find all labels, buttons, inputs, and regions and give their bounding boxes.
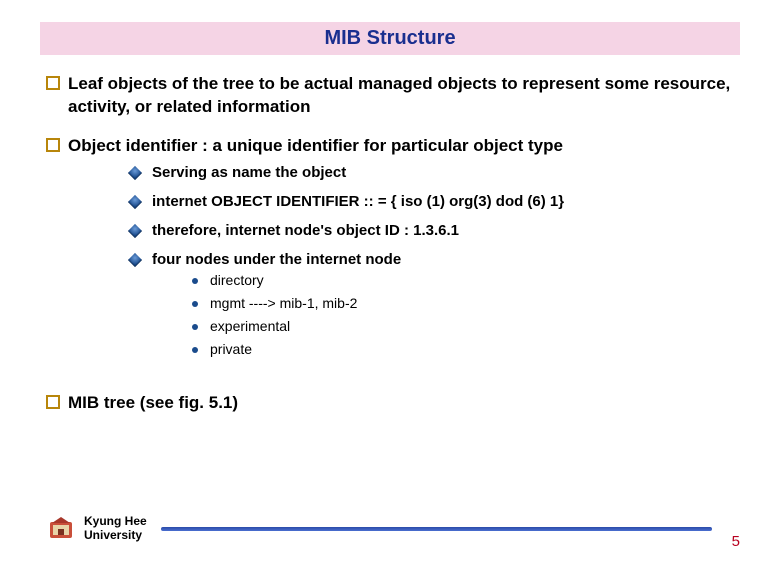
title-bar: MIB Structure (40, 22, 740, 55)
page-number: 5 (732, 533, 740, 550)
university-name: Kyung Hee University (84, 515, 147, 543)
square-bullet-icon (46, 395, 60, 409)
dot-bullet-icon (192, 347, 198, 353)
bullet-text: Object identifier : a unique identifier … (68, 135, 734, 158)
content-area: Leaf objects of the tree to be actual ma… (0, 55, 780, 415)
subsub-bullet-item: experimental (192, 318, 734, 334)
diamond-bullet-icon (128, 224, 142, 238)
sub-bullet-text: four nodes under the internet node (152, 251, 734, 268)
sub-bullet-item: therefore, internet node's object ID : 1… (130, 222, 734, 239)
sub-list: Serving as name the object internet OBJE… (130, 164, 734, 364)
dot-bullet-icon (192, 301, 198, 307)
subsub-bullet-text: experimental (210, 318, 290, 334)
dot-bullet-icon (192, 278, 198, 284)
subsub-bullet-text: mgmt ----> mib-1, mib-2 (210, 295, 357, 311)
square-bullet-icon (46, 138, 60, 152)
page-title: MIB Structure (324, 27, 455, 49)
square-bullet-icon (46, 76, 60, 90)
subsub-bullet-text: directory (210, 272, 264, 288)
sub-bullet-text: therefore, internet node's object ID : 1… (152, 222, 459, 239)
bullet-item: MIB tree (see fig. 5.1) (46, 392, 734, 415)
bullet-text: Leaf objects of the tree to be actual ma… (68, 73, 734, 119)
subsub-bullet-item: mgmt ----> mib-1, mib-2 (192, 295, 734, 311)
sub-bullet-item: four nodes under the internet node direc… (130, 251, 734, 364)
subsub-list: directory mgmt ----> mib-1, mib-2 experi… (192, 272, 734, 357)
subsub-bullet-text: private (210, 341, 252, 357)
sub-bullet-item: Serving as name the object (130, 164, 734, 181)
subsub-bullet-item: private (192, 341, 734, 357)
footer-divider (161, 527, 712, 531)
sub-bullet-item: internet OBJECT IDENTIFIER :: = { iso (1… (130, 193, 734, 210)
sub-bullet-text: Serving as name the object (152, 164, 346, 181)
dot-bullet-icon (192, 324, 198, 330)
diamond-bullet-icon (128, 166, 142, 180)
bullet-item: Object identifier : a unique identifier … (46, 135, 734, 376)
subsub-bullet-item: directory (192, 272, 734, 288)
sub-bullet-text: internet OBJECT IDENTIFIER :: = { iso (1… (152, 193, 564, 210)
bullet-item: Leaf objects of the tree to be actual ma… (46, 73, 734, 119)
diamond-bullet-icon (128, 195, 142, 209)
bullet-text: MIB tree (see fig. 5.1) (68, 392, 238, 415)
university-line1: Kyung Hee (84, 514, 147, 528)
diamond-bullet-icon (128, 253, 142, 267)
